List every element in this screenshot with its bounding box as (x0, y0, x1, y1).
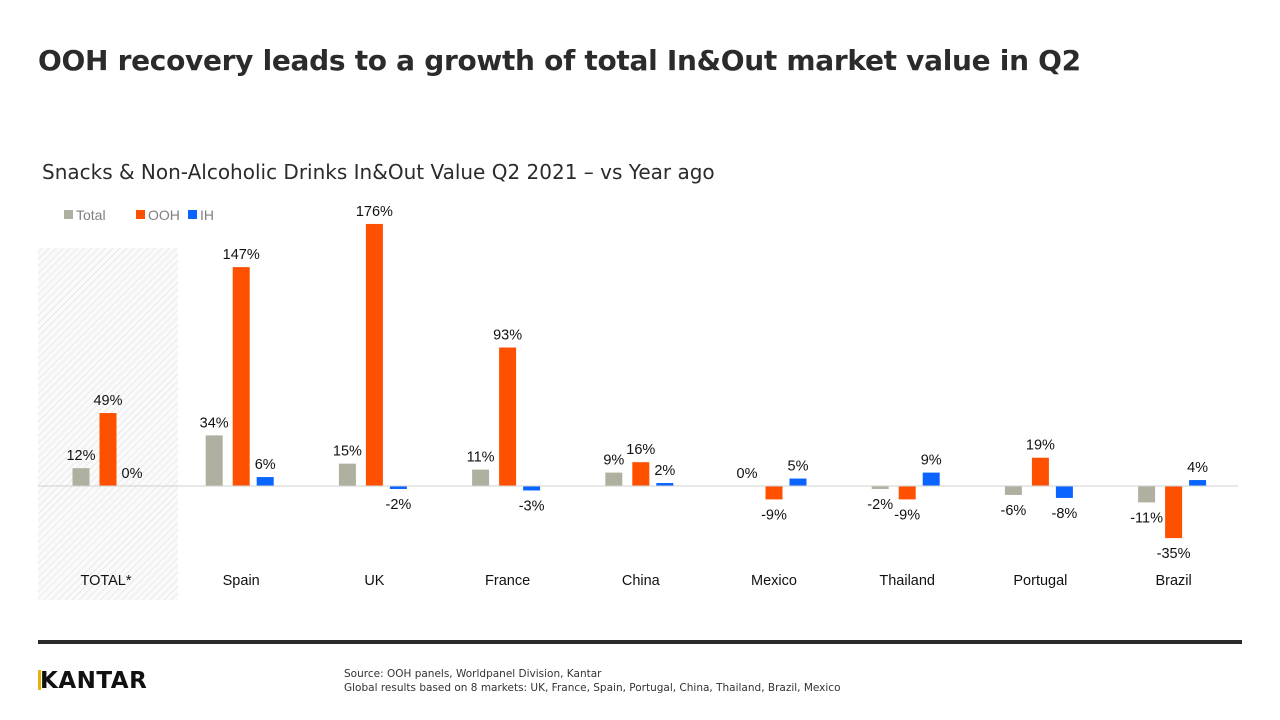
data-label: 176% (356, 204, 393, 220)
bar-ooh-mexico (765, 486, 783, 500)
data-label: -2% (386, 497, 412, 513)
data-label: -3% (519, 498, 545, 514)
data-label: 11% (467, 450, 495, 466)
bar-total-thailand (871, 486, 889, 489)
bar-ih-uk (389, 486, 407, 489)
data-label: 0% (737, 466, 758, 482)
data-label: 19% (1026, 438, 1055, 454)
bar-ooh-france (499, 347, 517, 486)
legend-label-total: Total (76, 207, 106, 223)
data-label: 6% (255, 457, 276, 473)
bar-ih-spain (256, 477, 274, 486)
data-label: 0% (122, 466, 143, 482)
data-label: 34% (200, 415, 229, 431)
data-label: 9% (921, 453, 942, 469)
bar-total-brazil (1138, 486, 1156, 503)
bar-total-spain (205, 435, 223, 486)
labels: 12% 49% 0% TOTAL* 34% 147% 6% Spain 15% 176% -2% UK… (66, 204, 1208, 589)
bar-ooh-spain (232, 267, 250, 486)
data-label: -9% (761, 507, 787, 523)
data-label: -11% (1130, 510, 1163, 526)
markets-line: Global results based on 8 markets: UK, F… (344, 682, 841, 694)
legend-swatch-total (64, 210, 73, 219)
bar-ooh-total (99, 413, 117, 486)
bar-ooh-china (632, 462, 650, 486)
category-label: Brazil (1155, 573, 1191, 589)
data-label: 5% (788, 459, 809, 475)
bar-ih-portugal (1055, 486, 1073, 498)
bar-total-france (472, 469, 490, 486)
data-label: 4% (1187, 460, 1208, 476)
category-label: Portugal (1013, 573, 1067, 589)
data-label: 2% (654, 463, 675, 479)
data-label: -35% (1157, 546, 1191, 562)
data-label: -2% (867, 497, 893, 513)
data-label: 12% (66, 448, 95, 464)
legend-swatch-ooh (136, 210, 145, 219)
data-label: -9% (894, 507, 920, 523)
category-label: France (485, 573, 530, 589)
source-note: Source: OOH panels, Worldpanel Division,… (344, 667, 841, 695)
source-line: Source: OOH panels, Worldpanel Division,… (344, 668, 602, 680)
bar-ooh-brazil (1165, 486, 1183, 539)
footer-divider (38, 640, 1242, 644)
kantar-logo: KANTAR (38, 668, 148, 694)
bar-ih-france (523, 486, 541, 491)
category-label: Thailand (879, 573, 935, 589)
bar-total-china (605, 472, 623, 486)
legend-label-ih: IH (200, 207, 214, 223)
data-label: 49% (93, 393, 122, 409)
chart-title: Snacks & Non-Alcoholic Drinks In&Out Val… (42, 160, 715, 184)
data-label: 9% (603, 453, 624, 469)
bar-ooh-uk (365, 223, 383, 486)
data-label: 93% (493, 328, 522, 344)
slide-title: OOH recovery leads to a growth of total … (38, 44, 1081, 77)
category-label: TOTAL* (80, 573, 131, 589)
bar-total-portugal (1004, 486, 1022, 495)
legend-label-ooh: OOH (148, 207, 180, 223)
category-label: Mexico (751, 573, 797, 589)
bars (72, 223, 1207, 539)
data-label: -6% (1001, 503, 1027, 519)
legend: Total OOH IH (64, 207, 214, 223)
bar-total-uk (338, 463, 356, 486)
category-label: Spain (223, 573, 260, 589)
bar-ih-mexico (789, 478, 807, 486)
bar-ih-china (656, 483, 674, 486)
bar-ooh-portugal (1031, 457, 1049, 486)
category-label: UK (364, 573, 384, 589)
legend-swatch-ih (188, 210, 197, 219)
bar-ih-thailand (922, 472, 940, 486)
category-label: China (622, 573, 661, 589)
bar-chart: Total OOH IH 12%49%0%TOTAL*34%147%6%Spain1… (38, 204, 1238, 600)
bar-ooh-thailand (898, 486, 916, 500)
data-label: 16% (626, 442, 655, 458)
data-label: 15% (333, 444, 362, 460)
data-label: -8% (1052, 506, 1078, 522)
bar-total-total (72, 468, 90, 486)
data-label: 147% (223, 247, 260, 263)
bar-ih-brazil (1189, 480, 1207, 486)
